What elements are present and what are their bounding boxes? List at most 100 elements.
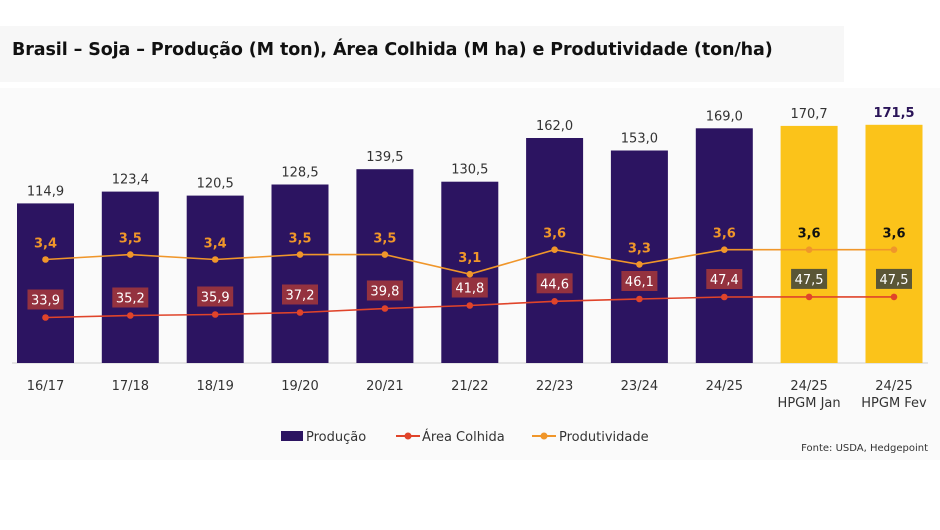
x-tick-label: 17/18 (112, 379, 149, 394)
bar-value-label: 170,7 (790, 107, 827, 122)
legend-marker-area (404, 432, 412, 440)
productivity-value-label: 3,6 (798, 227, 821, 242)
x-tick-label: 16/17 (27, 379, 64, 394)
area-point (636, 295, 643, 303)
x-tick-label: 18/19 (196, 379, 233, 394)
area-point (296, 309, 304, 316)
area-value-label: 44,6 (540, 277, 569, 292)
productivity-value-label: 3,6 (543, 227, 566, 242)
productivity-value-label: 3,1 (458, 251, 481, 266)
area-value-box (791, 268, 828, 289)
bar-value-label: 162,0 (536, 119, 573, 134)
area-value-label: 35,9 (201, 291, 230, 306)
area-line-group (42, 293, 898, 321)
productivity-point (721, 246, 728, 253)
productivity-value-label: 3,6 (882, 227, 905, 242)
bar-value-label: 153,0 (621, 132, 658, 147)
productivity-line-group (42, 246, 898, 278)
productivity-point (296, 251, 304, 258)
area-point (551, 298, 558, 305)
bar-producao (865, 124, 923, 363)
area-value-label: 47,5 (880, 273, 909, 288)
productivity-value-label: 3,5 (373, 232, 396, 247)
area-point (890, 293, 898, 301)
area-value-box (282, 284, 318, 305)
productivity-value-label: 3,5 (288, 232, 311, 247)
bar-value-label: 128,5 (281, 166, 318, 181)
bar-value-label: 120,5 (197, 177, 234, 192)
productivity-point (636, 261, 643, 268)
area-point (805, 293, 813, 301)
productivity-point (466, 270, 474, 278)
bar-producao (271, 184, 329, 363)
x-tick-label: 19/20 (281, 379, 318, 394)
area-value-box (536, 273, 573, 294)
bar-producao (186, 195, 244, 363)
area-value-label: 41,8 (455, 282, 484, 297)
bar-producao (356, 169, 414, 363)
productivity-point (805, 246, 813, 253)
bar-producao (780, 125, 838, 364)
bar-value-label: 123,4 (112, 173, 149, 188)
area-value-label: 37,2 (286, 289, 315, 304)
productivity-point (551, 246, 558, 253)
area-value-box (112, 287, 149, 308)
area-value-box (366, 280, 403, 301)
x-tick-label: 22/23 (536, 379, 573, 394)
area-value-box (451, 277, 488, 298)
area-point (466, 302, 474, 309)
x-tick-label: 23/24 (621, 379, 658, 394)
chart-title: Brasil – Soja – Produção (M ton), Área C… (12, 40, 773, 60)
x-tick-label: 24/25 (790, 379, 827, 394)
area-point (211, 311, 219, 318)
bar-value-label: 130,5 (451, 163, 488, 178)
productivity-value-label: 3,4 (204, 237, 227, 252)
productivity-point (127, 251, 134, 258)
productivity-value-label: 3,5 (119, 232, 142, 247)
area-point (42, 314, 49, 321)
productivity-value-label: 3,4 (34, 237, 57, 252)
area-value-box (621, 271, 658, 291)
area-value-label: 33,9 (31, 294, 60, 309)
bar-producao (695, 128, 753, 363)
bar-producao (610, 150, 668, 363)
x-tick-label: HPGM Fev (861, 396, 927, 411)
title-band (0, 26, 844, 82)
area-point (381, 305, 389, 312)
legend-label-producao: Produção (306, 430, 366, 445)
bar-value-label: 139,5 (366, 150, 403, 165)
x-tick-label: 24/25 (875, 379, 912, 394)
legend-label-produtividade: Produtividade (559, 430, 649, 445)
bars-group (17, 124, 923, 364)
area-point (721, 293, 728, 301)
x-tick-label: HPGM Jan (778, 396, 841, 411)
x-tick-label: 20/21 (366, 379, 403, 394)
x-tick-label: 21/22 (451, 379, 488, 394)
bar-producao (17, 203, 74, 363)
area-value-label: 35,2 (116, 292, 145, 307)
bar-value-label: 169,0 (706, 109, 743, 124)
productivity-point (890, 246, 898, 253)
productivity-value-label: 3,3 (628, 241, 651, 256)
area-value-box (197, 286, 234, 307)
legend-label-area: Área Colhida (422, 429, 505, 445)
data-labels-group: 114,9 123,4 120,5 128,5 139,5 130,5 162,0 153,0… (27, 106, 915, 310)
x-tick-label: 24/25 (706, 379, 743, 394)
area-value-label: 47,5 (795, 273, 824, 288)
area-value-box (876, 268, 912, 289)
bar-value-label: 171,5 (873, 106, 914, 121)
legend: Produção Área Colhida Produtividade (281, 429, 649, 445)
productivity-value-label: 3,6 (713, 227, 736, 242)
area-value-label: 39,8 (370, 285, 399, 300)
productivity-point (381, 251, 389, 258)
area-value-label: 46,1 (625, 275, 654, 290)
productivity-point (211, 256, 219, 263)
legend-marker-produtividade (540, 432, 548, 440)
bar-value-label: 114,9 (27, 184, 64, 199)
productivity-point (42, 256, 49, 263)
legend-swatch-producao (281, 431, 303, 441)
bar-producao (101, 191, 159, 363)
area-value-label: 47,4 (710, 273, 739, 288)
